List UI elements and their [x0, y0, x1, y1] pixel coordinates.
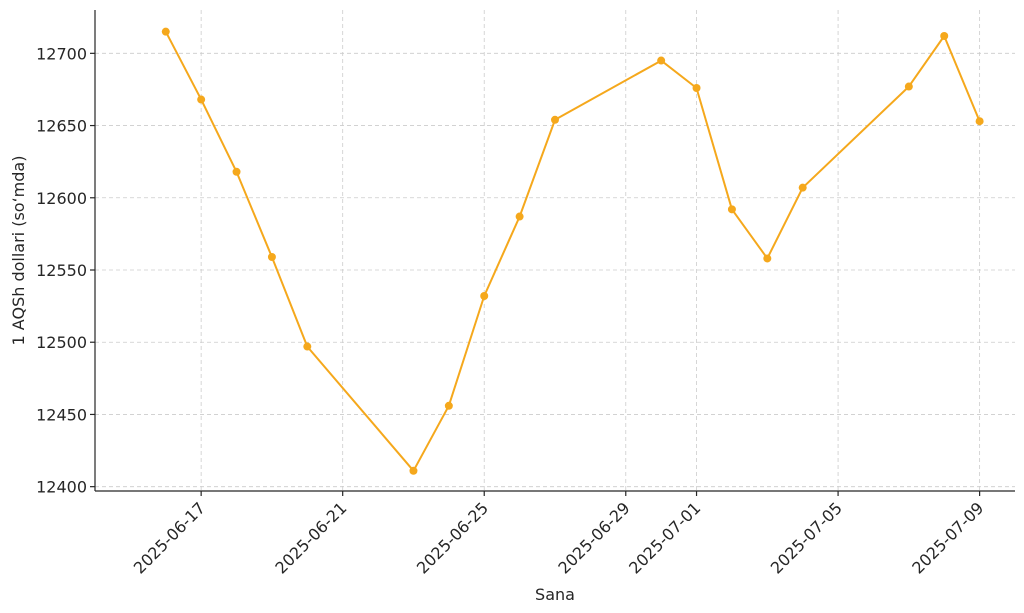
- series: [161, 27, 984, 475]
- data-point: [798, 183, 807, 192]
- y-tick-label: 12450: [36, 405, 87, 424]
- x-tick-label: 2025-06-17: [130, 498, 209, 577]
- data-point: [480, 292, 489, 300]
- data-point: [551, 115, 559, 124]
- data-point: [267, 253, 276, 261]
- x-tick-label: 2025-07-09: [908, 498, 987, 577]
- data-point: [232, 167, 241, 176]
- y-tick-label: 12500: [36, 333, 87, 352]
- data-point: [657, 56, 666, 65]
- data-point: [409, 466, 418, 475]
- y-tick-label: 12650: [36, 117, 87, 136]
- data-point: [763, 254, 772, 263]
- x-tick-label: 2025-07-05: [767, 498, 846, 577]
- data-point: [727, 205, 736, 214]
- data-point: [444, 401, 453, 410]
- data-point: [975, 117, 984, 126]
- series-line: [164, 31, 981, 472]
- data-point: [197, 95, 206, 104]
- y-tick-label: 12550: [36, 261, 87, 280]
- data-point: [940, 32, 949, 40]
- x-axis-title: Sana: [535, 585, 575, 604]
- data-point: [161, 27, 170, 36]
- y-tick-label: 12600: [36, 189, 87, 208]
- data-point: [515, 212, 524, 221]
- grid: [95, 10, 1015, 491]
- x-tick-label: 2025-06-29: [554, 498, 633, 577]
- tick-labels: 12400 12450 12500 12550 12600 12650 12700 2025-…: [36, 44, 987, 577]
- y-tick-label: 12400: [36, 478, 87, 497]
- data-point: [692, 84, 701, 92]
- x-tick-label: 2025-07-01: [625, 498, 704, 577]
- x-tick-label: 2025-06-21: [271, 498, 350, 577]
- y-axis-title: 1 AQSh dollari (so‘mda): [9, 156, 28, 346]
- data-point: [904, 82, 913, 91]
- axes: [94, 10, 1015, 492]
- data-point: [303, 342, 312, 351]
- y-tick-label: 12700: [36, 44, 87, 63]
- x-tick-label: 2025-06-25: [413, 498, 492, 577]
